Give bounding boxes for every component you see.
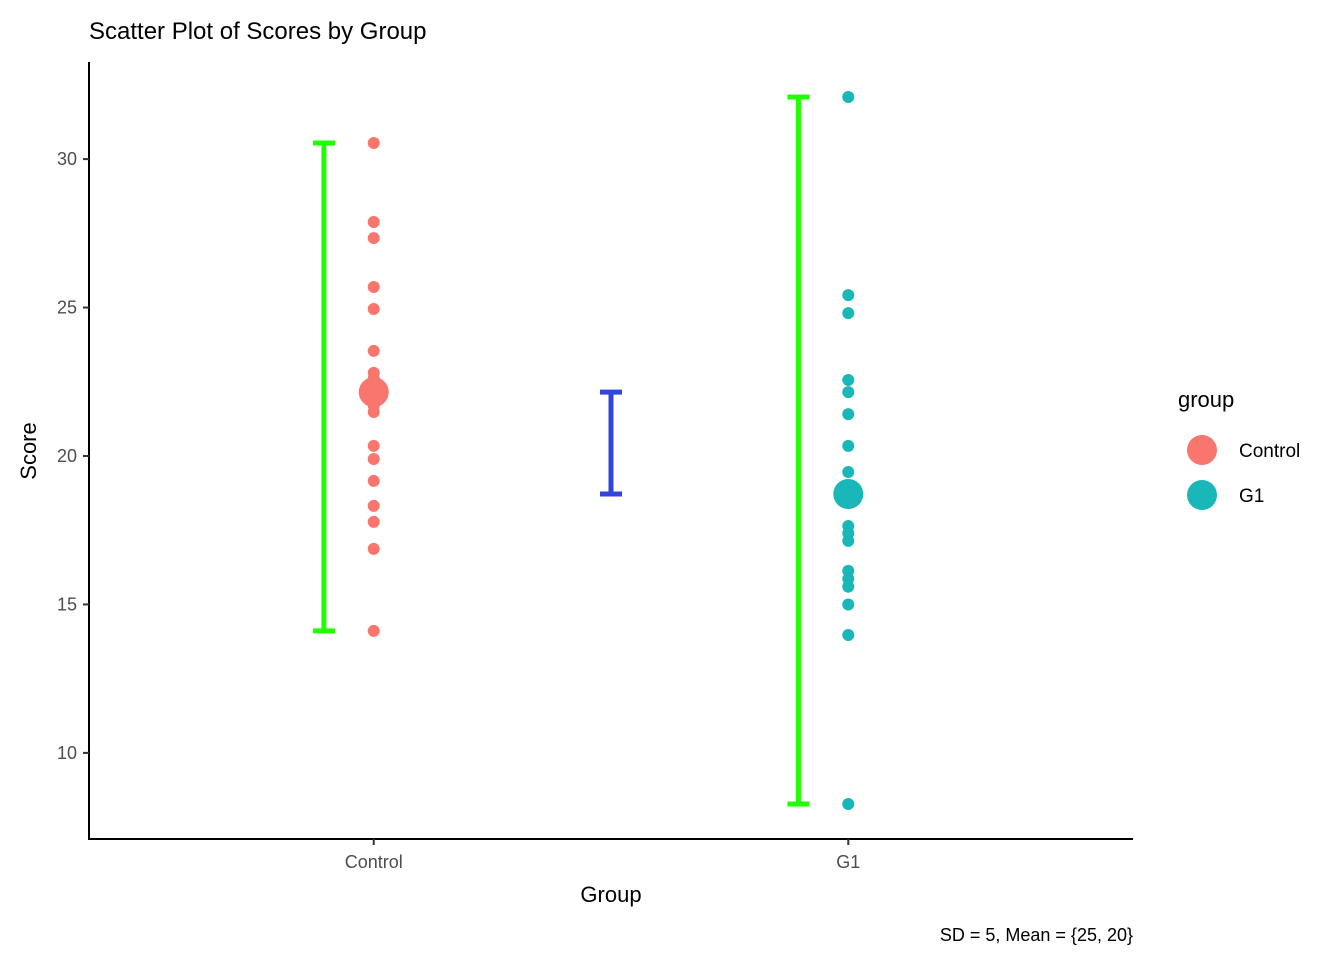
data-point-control (367, 232, 380, 245)
data-point-control (367, 452, 380, 465)
legend-label-g1: G1 (1239, 486, 1264, 507)
data-point-control (367, 515, 380, 528)
data-point-control (367, 439, 380, 452)
data-point-control (367, 406, 380, 419)
data-point-control (367, 474, 380, 487)
data-point-control (367, 303, 380, 316)
x-tick-label: G1 (836, 852, 860, 872)
data-point-g1 (842, 580, 855, 593)
data-point-control (367, 216, 380, 229)
legend-title: group (1178, 387, 1234, 412)
data-point-g1 (842, 629, 855, 642)
x-tick-label: Control (345, 852, 403, 872)
legend-key-g1 (1187, 480, 1217, 510)
data-point-control (367, 344, 380, 357)
mean-point-g1 (833, 478, 864, 509)
data-point-g1 (842, 598, 855, 611)
data-point-control (367, 624, 380, 637)
x-axis-label: Group (580, 882, 641, 907)
legend-label-control: Control (1239, 441, 1300, 462)
data-point-g1 (842, 373, 855, 386)
y-tick-label: 20 (57, 446, 77, 466)
data-point-g1 (842, 289, 855, 302)
data-point-g1 (842, 408, 855, 421)
y-tick-label: 10 (57, 743, 77, 763)
data-point-g1 (842, 307, 855, 320)
data-point-g1 (842, 797, 855, 810)
y-tick-label: 25 (57, 298, 77, 318)
data-point-control (367, 499, 380, 512)
y-tick-label: 15 (57, 594, 77, 614)
caption: SD = 5, Mean = {25, 20} (940, 925, 1133, 945)
legend-key-control (1187, 435, 1217, 465)
data-point-g1 (842, 439, 855, 452)
data-point-control (367, 542, 380, 555)
legend: group Control G1 (1178, 387, 1300, 510)
data-point-control (367, 137, 380, 150)
chart-title: Scatter Plot of Scores by Group (89, 18, 427, 45)
y-tick-label: 30 (57, 149, 77, 169)
data-point-g1 (842, 466, 855, 479)
data-point-g1 (842, 534, 855, 547)
data-point-g1 (842, 386, 855, 399)
data-point-control (367, 281, 380, 294)
mean-point-control (358, 377, 389, 408)
data-point-g1 (842, 91, 855, 104)
y-axis-label: Score (16, 422, 41, 479)
